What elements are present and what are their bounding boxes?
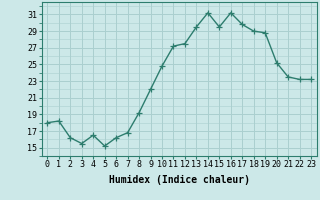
X-axis label: Humidex (Indice chaleur): Humidex (Indice chaleur) [109, 175, 250, 185]
